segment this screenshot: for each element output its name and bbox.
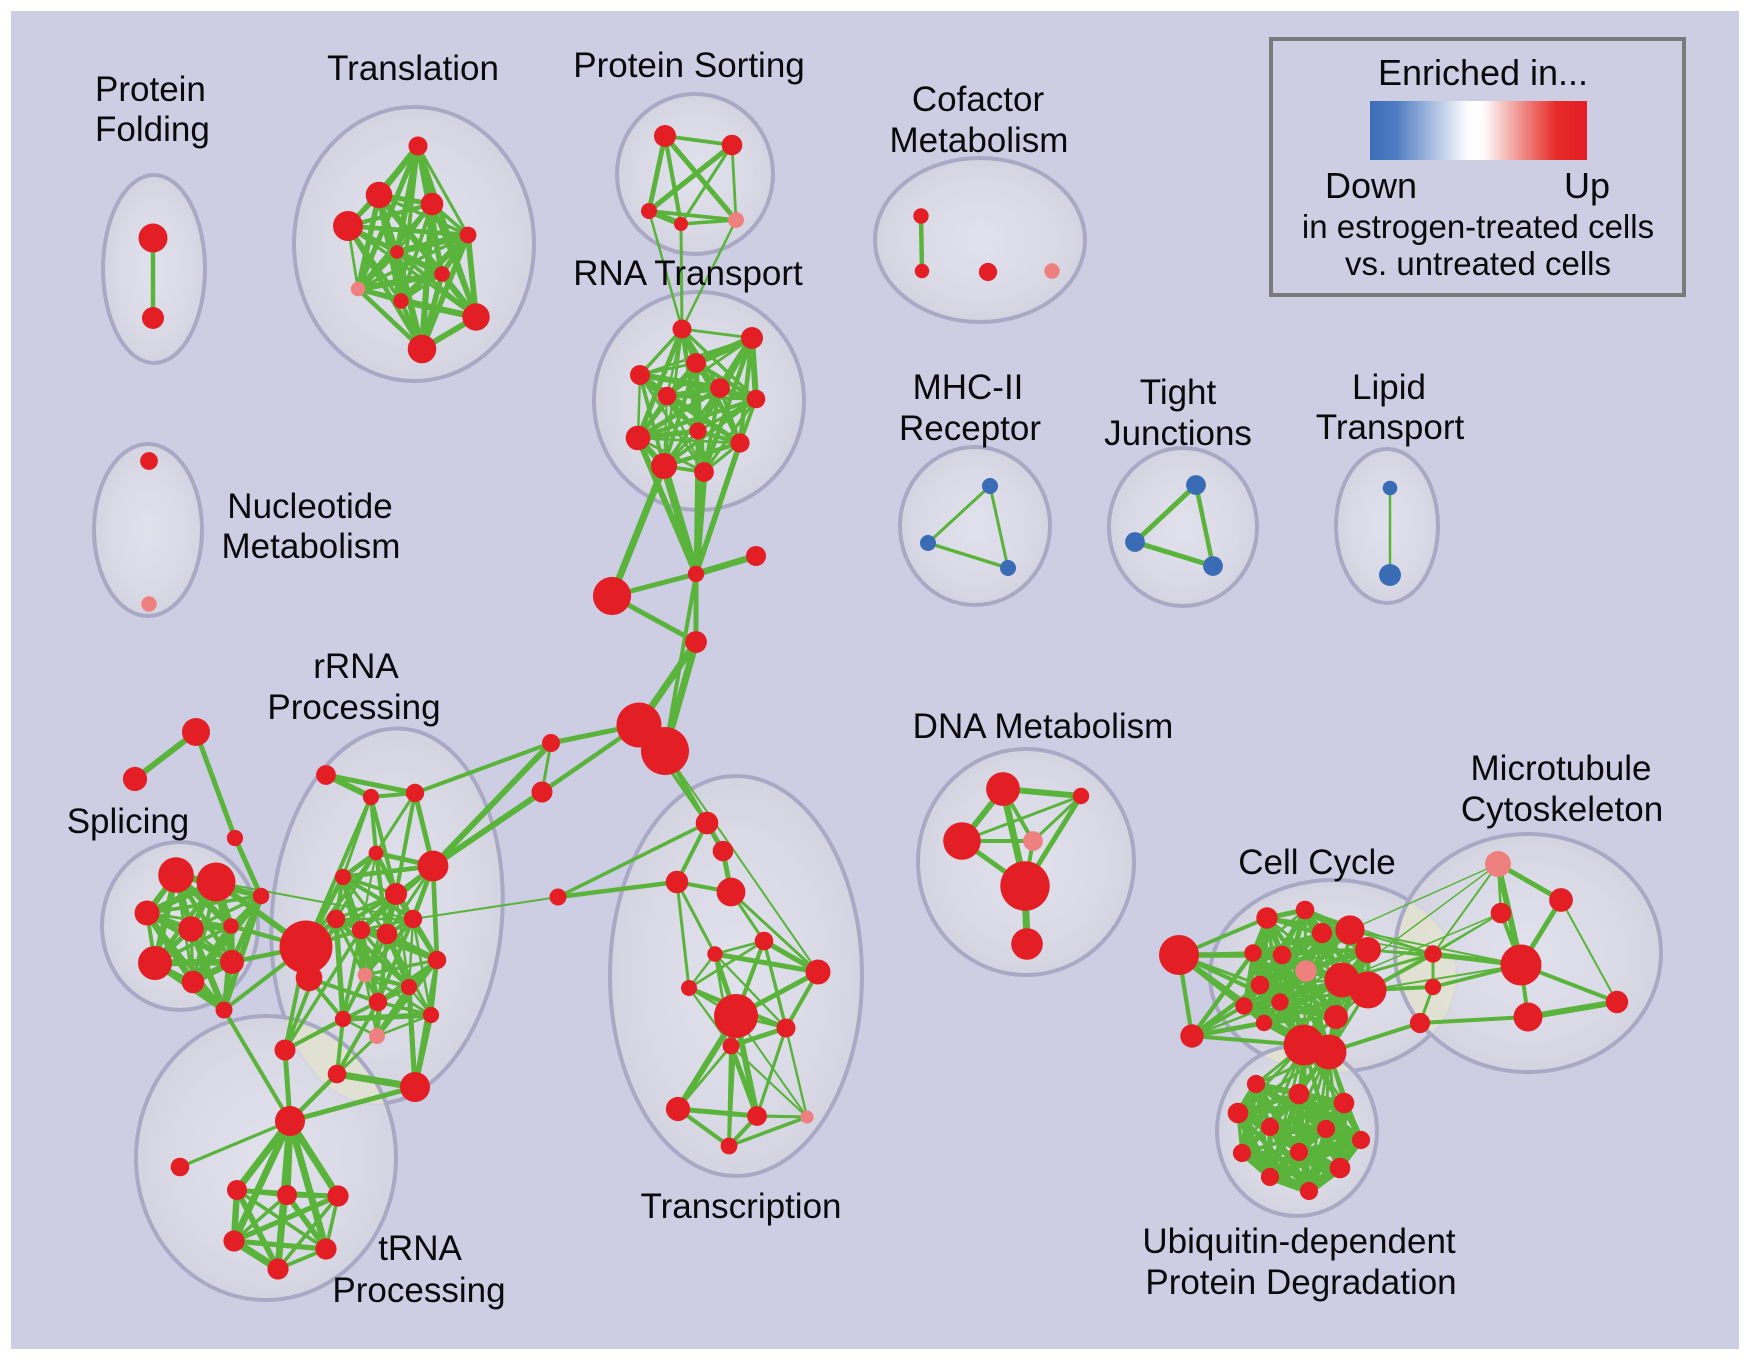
svg-text:Metabolism: Metabolism: [890, 121, 1069, 160]
svg-text:Metabolism: Metabolism: [222, 527, 401, 566]
svg-text:tRNA: tRNA: [378, 1229, 462, 1268]
svg-text:Cofactor: Cofactor: [912, 80, 1045, 119]
svg-text:Tight: Tight: [1140, 373, 1217, 412]
svg-text:Lipid: Lipid: [1352, 368, 1426, 407]
svg-text:MHC-II: MHC-II: [913, 368, 1024, 407]
svg-text:rRNA: rRNA: [313, 647, 399, 686]
svg-text:in estrogen-treated cells: in estrogen-treated cells: [1302, 208, 1654, 245]
svg-text:Processing: Processing: [332, 1271, 505, 1310]
svg-text:Microtubule: Microtubule: [1471, 749, 1652, 788]
svg-text:vs. untreated cells: vs. untreated cells: [1345, 245, 1611, 282]
svg-text:Protein: Protein: [95, 70, 206, 109]
svg-text:Protein Degradation: Protein Degradation: [1145, 1263, 1456, 1302]
svg-text:Nucleotide: Nucleotide: [227, 487, 392, 526]
svg-text:Cell Cycle: Cell Cycle: [1238, 843, 1396, 882]
svg-text:Protein Sorting: Protein Sorting: [573, 46, 805, 85]
svg-text:Transport: Transport: [1316, 408, 1465, 447]
svg-text:Down: Down: [1325, 165, 1417, 206]
svg-text:RNA Transport: RNA Transport: [573, 254, 803, 293]
svg-text:Translation: Translation: [327, 49, 499, 88]
svg-text:Enriched in...: Enriched in...: [1378, 52, 1588, 93]
svg-text:Splicing: Splicing: [67, 802, 190, 841]
svg-text:Receptor: Receptor: [899, 409, 1041, 448]
svg-text:Processing: Processing: [267, 688, 440, 727]
svg-text:Cytoskeleton: Cytoskeleton: [1461, 790, 1663, 829]
svg-text:DNA Metabolism: DNA Metabolism: [913, 707, 1174, 746]
svg-text:Transcription: Transcription: [641, 1187, 842, 1226]
svg-text:Ubiquitin-dependent: Ubiquitin-dependent: [1142, 1222, 1456, 1261]
svg-text:Junctions: Junctions: [1104, 414, 1252, 453]
svg-text:Folding: Folding: [95, 110, 210, 149]
svg-text:Up: Up: [1564, 165, 1610, 206]
